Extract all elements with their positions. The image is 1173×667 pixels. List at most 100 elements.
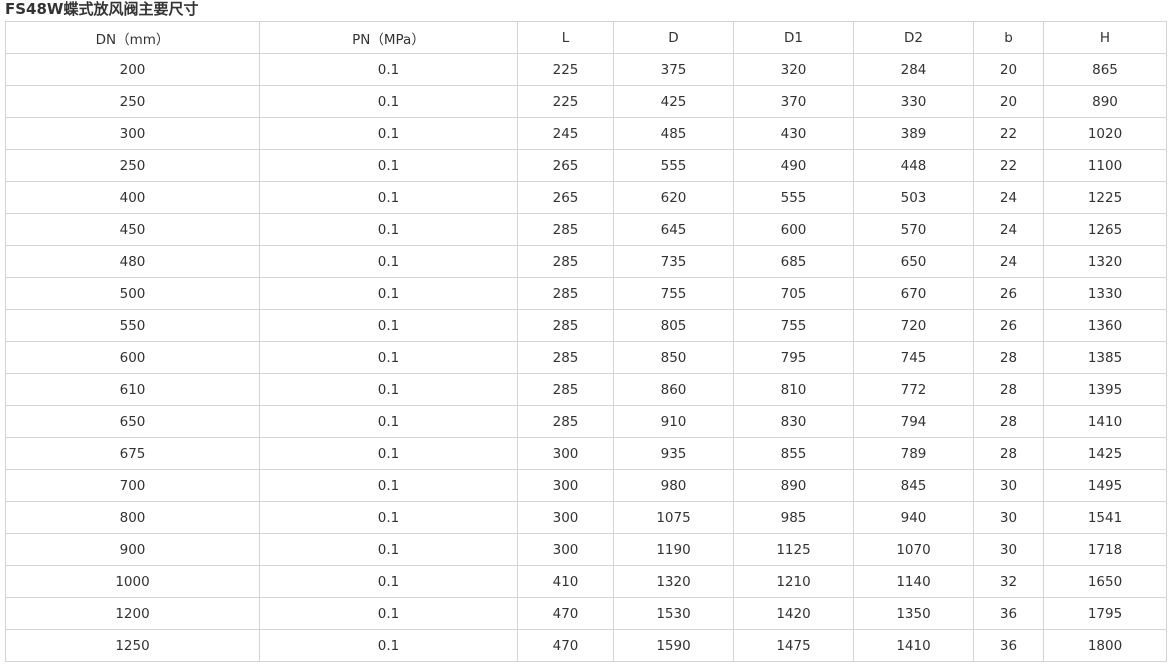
table-cell: 1385 (1043, 341, 1167, 374)
table-cell: 285 (517, 213, 614, 246)
table-cell: 900 (5, 533, 260, 566)
table-cell: 555 (613, 149, 734, 182)
table-cell: 300 (517, 469, 614, 502)
table-row: 675 0.1 300 935 855 789 28 1425 (5, 437, 1167, 470)
table-cell: 1250 (5, 629, 260, 662)
table-cell: 265 (517, 149, 614, 182)
table-cell: 772 (853, 373, 974, 406)
table-cell: 1350 (853, 597, 974, 630)
table-cell: 300 (517, 533, 614, 566)
table-cell: 503 (853, 181, 974, 214)
table-cell: 24 (973, 181, 1044, 214)
table-cell: 250 (5, 149, 260, 182)
table-cell: 1320 (613, 565, 734, 598)
table-cell: 265 (517, 181, 614, 214)
table-cell: 1330 (1043, 277, 1167, 310)
table-cell: 375 (613, 53, 734, 86)
table-cell: 0.1 (259, 117, 518, 150)
table-cell: 610 (5, 373, 260, 406)
table-cell: 850 (613, 341, 734, 374)
table-cell: 32 (973, 565, 1044, 598)
table-cell: 480 (5, 245, 260, 278)
table-cell: 389 (853, 117, 974, 150)
table-cell: 600 (733, 213, 854, 246)
table-cell: 400 (5, 181, 260, 214)
table-cell: 448 (853, 149, 974, 182)
table-cell: 645 (613, 213, 734, 246)
table-cell: 1140 (853, 565, 974, 598)
table-cell: 36 (973, 597, 1044, 630)
table-cell: 720 (853, 309, 974, 342)
table-cell: 1200 (5, 597, 260, 630)
table-row: 1000 0.1 410 1320 1210 1140 32 1650 (5, 565, 1167, 598)
table-cell: 370 (733, 85, 854, 118)
table-cell: 600 (5, 341, 260, 374)
table-cell: 28 (973, 341, 1044, 374)
table-cell: 0.1 (259, 437, 518, 470)
table-cell: 1410 (1043, 405, 1167, 438)
table-cell: 805 (613, 309, 734, 342)
table-row: 650 0.1 285 910 830 794 28 1410 (5, 405, 1167, 438)
table-cell: 650 (853, 245, 974, 278)
table-cell: 0.1 (259, 469, 518, 502)
table-cell: 0.1 (259, 309, 518, 342)
table-row: 300 0.1 245 485 430 389 22 1020 (5, 117, 1167, 150)
table-row: 200 0.1 225 375 320 284 20 865 (5, 53, 1167, 86)
table-cell: 620 (613, 181, 734, 214)
table-row: 1200 0.1 470 1530 1420 1350 36 1795 (5, 597, 1167, 630)
table-row: 480 0.1 285 735 685 650 24 1320 (5, 245, 1167, 278)
table-cell: 245 (517, 117, 614, 150)
table-cell: 0.1 (259, 501, 518, 534)
table-cell: 30 (973, 469, 1044, 502)
table-cell: 755 (613, 277, 734, 310)
column-header: D (613, 21, 734, 54)
table-row: 900 0.1 300 1190 1125 1070 30 1718 (5, 533, 1167, 566)
table-cell: 450 (5, 213, 260, 246)
table-cell: 285 (517, 341, 614, 374)
table-cell: 794 (853, 405, 974, 438)
table-cell: 1475 (733, 629, 854, 662)
table-cell: 980 (613, 469, 734, 502)
table-cell: 650 (5, 405, 260, 438)
table-cell: 1075 (613, 501, 734, 534)
table-cell: 500 (5, 277, 260, 310)
table-cell: 890 (733, 469, 854, 502)
table-cell: 789 (853, 437, 974, 470)
table-cell: 320 (733, 53, 854, 86)
table-cell: 0.1 (259, 85, 518, 118)
table-cell: 490 (733, 149, 854, 182)
table-cell: 865 (1043, 53, 1167, 86)
table-row: 600 0.1 285 850 795 745 28 1385 (5, 341, 1167, 374)
table-cell: 285 (517, 245, 614, 278)
table-cell: 485 (613, 117, 734, 150)
table-cell: 685 (733, 245, 854, 278)
table-cell: 28 (973, 405, 1044, 438)
table-cell: 1590 (613, 629, 734, 662)
table-cell: 940 (853, 501, 974, 534)
table-cell: 20 (973, 53, 1044, 86)
table-cell: 0.1 (259, 405, 518, 438)
table-cell: 285 (517, 405, 614, 438)
table-row: 700 0.1 300 980 890 845 30 1495 (5, 469, 1167, 502)
table-row: 1250 0.1 470 1590 1475 1410 36 1800 (5, 629, 1167, 662)
table-cell: 1020 (1043, 117, 1167, 150)
table-row: 800 0.1 300 1075 985 940 30 1541 (5, 501, 1167, 534)
table-row: 610 0.1 285 860 810 772 28 1395 (5, 373, 1167, 406)
table-cell: 735 (613, 245, 734, 278)
column-header: H (1043, 21, 1167, 54)
column-header: L (517, 21, 614, 54)
column-header: PN（MPa） (259, 21, 518, 54)
table-cell: 705 (733, 277, 854, 310)
table-cell: 1650 (1043, 565, 1167, 598)
table-cell: 910 (613, 405, 734, 438)
table-cell: 1320 (1043, 245, 1167, 278)
table-cell: 36 (973, 629, 1044, 662)
table-cell: 1395 (1043, 373, 1167, 406)
column-header: b (973, 21, 1044, 54)
table-cell: 935 (613, 437, 734, 470)
table-cell: 30 (973, 533, 1044, 566)
table-title: FS48W蝶式放风阀主要尺寸 (5, 0, 199, 18)
table-cell: 700 (5, 469, 260, 502)
table-cell: 810 (733, 373, 854, 406)
table-cell: 1225 (1043, 181, 1167, 214)
